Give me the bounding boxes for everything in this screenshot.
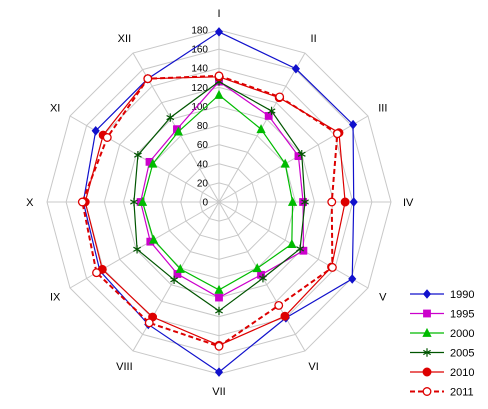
legend-label-2011: 2011: [450, 387, 474, 399]
legend-item-1995: 1995: [410, 309, 474, 321]
data-point-1990-V: [348, 274, 357, 284]
data-point-2000-III: [280, 158, 290, 168]
legend-label-2000: 2000: [450, 328, 474, 340]
series-2011: [77, 71, 342, 351]
axis-label-II: II: [311, 33, 317, 45]
data-point-2011-II: [275, 92, 285, 102]
data-point-2000-II: [256, 124, 266, 134]
radial-tick-labels: 0 20 40 60 80 100 120 140 160 180: [191, 26, 208, 209]
data-point-1990-I: [214, 27, 224, 37]
axis-label-X: X: [26, 197, 34, 209]
legend-label-2010: 2010: [450, 367, 474, 379]
tick-label: 80: [197, 121, 209, 132]
data-point-2011-X: [77, 197, 87, 207]
legend-marker-1990: [422, 289, 432, 299]
data-point-2011-VIII: [144, 318, 154, 328]
data-point-2005-VIII: [170, 275, 179, 284]
series-group: [77, 27, 358, 377]
data-point-1990-XI: [91, 126, 100, 136]
data-point-2000-XII: [173, 126, 184, 136]
legend-marker-1995: [423, 309, 431, 318]
series-line-2010: [84, 76, 346, 346]
data-point-2000-I: [214, 89, 224, 99]
tick-label: 180: [191, 26, 208, 37]
axis-label-XII: XII: [118, 33, 131, 45]
axis-label-I: I: [217, 8, 220, 20]
axis-label-V: V: [379, 292, 387, 304]
axis-label-VIII: VIII: [116, 361, 133, 373]
tick-label: 20: [197, 178, 209, 189]
legend-label-1990: 1990: [450, 289, 474, 301]
tick-label: 160: [191, 45, 208, 56]
axis-label-III: III: [378, 102, 387, 114]
data-point-2005-IX: [133, 245, 142, 254]
axis-label-VI: VI: [308, 361, 318, 373]
data-point-2005-VI: [259, 273, 267, 283]
legend-item-2011: 2011: [410, 387, 474, 399]
tick-label: 140: [191, 64, 208, 75]
legend-marker-2011: [422, 387, 432, 396]
legend-marker-2010: [422, 367, 432, 377]
data-point-2011-XI: [102, 133, 112, 142]
legend-item-1990: 1990: [410, 289, 474, 301]
data-point-2000-XI: [148, 158, 158, 168]
data-point-2000-IV: [287, 196, 298, 206]
axis-label-XI: XI: [50, 102, 60, 114]
series-1995: [136, 77, 308, 302]
data-point-2000-VIII: [175, 263, 185, 273]
data-point-2011-IX: [92, 268, 101, 278]
axis-label-VII: VII: [212, 386, 225, 398]
data-point-2010-IV: [340, 197, 350, 207]
data-point-1990-III: [349, 119, 358, 130]
data-point-2000-VI: [252, 263, 262, 273]
legend-item-2005: 2005: [410, 348, 474, 360]
series-2005: [130, 77, 309, 316]
legend-marker-2005: [423, 348, 431, 357]
tick-label: 60: [197, 140, 209, 151]
data-point-1995-IV: [299, 198, 307, 206]
data-point-2005-VII: [215, 306, 223, 316]
data-point-2011-V: [327, 263, 337, 272]
tick-label: 40: [197, 159, 209, 170]
axis-label-IV: IV: [403, 197, 414, 209]
legend: 1990 1995 2000 2005 2010 2011: [410, 289, 474, 399]
series-2000: [137, 89, 298, 294]
data-point-2005-XII: [166, 113, 175, 122]
data-point-2011-IV: [327, 197, 337, 207]
data-point-1995-VII: [215, 293, 223, 302]
legend-label-2005: 2005: [450, 348, 474, 360]
data-point-2010-VI: [280, 311, 290, 321]
tick-label: 0: [202, 198, 208, 209]
data-point-2011-III: [332, 129, 342, 139]
data-point-2000-VII: [214, 284, 224, 294]
spoke-IX: [69, 201, 220, 289]
series-line-2011: [81, 74, 339, 348]
data-point-2011-VI: [274, 300, 284, 310]
data-point-2000-IX: [149, 234, 159, 244]
data-point-1990-VII: [214, 367, 224, 377]
legend-label-1995: 1995: [450, 309, 474, 321]
data-point-2000-V: [287, 238, 297, 248]
legend-item-2010: 2010: [410, 367, 474, 379]
data-point-2005-IV: [301, 197, 309, 207]
data-point-1990-II: [291, 63, 300, 74]
data-point-2005-II: [267, 106, 276, 116]
data-point-2011-XII: [143, 74, 153, 84]
legend-marker-2000: [422, 327, 432, 337]
data-point-2005-III: [297, 150, 306, 159]
tick-label: 100: [191, 102, 208, 113]
data-point-1990-IV: [349, 197, 358, 207]
legend-item-2000: 2000: [410, 327, 474, 340]
spoke-III: [218, 115, 369, 203]
data-point-2000-X: [137, 196, 148, 206]
data-point-2005-X: [130, 197, 138, 207]
data-point-2011-I: [214, 71, 224, 81]
data-point-2011-VII: [214, 341, 224, 351]
tick-label: 120: [191, 83, 208, 94]
data-point-2005-XI: [133, 150, 142, 160]
data-point-2005-V: [296, 244, 305, 254]
axis-label-IX: IX: [50, 292, 61, 304]
